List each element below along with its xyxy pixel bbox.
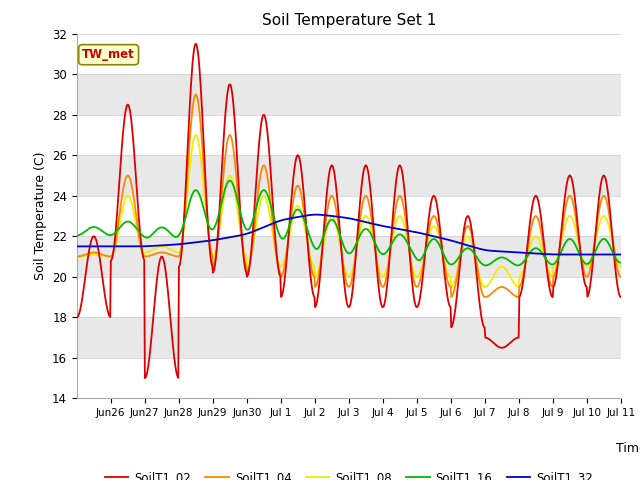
SoilT1_02 (543, 264, 550, 270)
Bar (77, 236, 621, 277)
X-axis label: Time: Time (616, 442, 640, 455)
SoilT1_16 (390, 238, 397, 243)
SoilT1_32 (390, 225, 397, 231)
SoilT1_02 (404, 234, 412, 240)
SoilT1_04 (192, 92, 200, 97)
Line: SoilT1_04: SoilT1_04 (77, 95, 621, 297)
SoilT1_08 (617, 264, 625, 270)
Line: SoilT1_02: SoilT1_02 (77, 44, 621, 378)
SoilT1_16 (226, 178, 234, 183)
Bar (77, 358, 621, 398)
Title: Soil Temperature Set 1: Soil Temperature Set 1 (262, 13, 436, 28)
Bar (77, 34, 621, 74)
SoilT1_08 (515, 284, 522, 290)
SoilT1_02 (487, 337, 495, 343)
SoilT1_08 (73, 253, 81, 259)
Legend: SoilT1_02, SoilT1_04, SoilT1_08, SoilT1_16, SoilT1_32: SoilT1_02, SoilT1_04, SoilT1_08, SoilT1_… (100, 466, 598, 480)
SoilT1_32 (73, 243, 81, 249)
SoilT1_16 (73, 233, 81, 239)
SoilT1_16 (487, 261, 495, 266)
SoilT1_04 (543, 263, 550, 269)
SoilT1_02 (192, 41, 200, 47)
SoilT1_02 (141, 375, 148, 381)
SoilT1_16 (420, 252, 428, 257)
Bar (77, 317, 621, 358)
SoilT1_16 (106, 232, 114, 238)
Bar (77, 277, 621, 317)
Line: SoilT1_16: SoilT1_16 (77, 180, 621, 265)
SoilT1_16 (617, 260, 625, 265)
Bar (77, 115, 621, 155)
SoilT1_04 (420, 257, 428, 263)
SoilT1_16 (404, 240, 412, 246)
SoilT1_32 (404, 228, 412, 233)
SoilT1_32 (106, 243, 114, 249)
SoilT1_32 (420, 231, 428, 237)
SoilT1_04 (515, 294, 522, 300)
SoilT1_08 (390, 232, 397, 238)
SoilT1_04 (404, 233, 412, 239)
SoilT1_32 (542, 251, 550, 257)
SoilT1_32 (617, 252, 625, 257)
Y-axis label: Soil Temperature (C): Soil Temperature (C) (33, 152, 47, 280)
Bar (77, 74, 621, 115)
SoilT1_02 (421, 254, 429, 260)
SoilT1_04 (106, 253, 114, 259)
SoilT1_08 (106, 253, 114, 259)
SoilT1_08 (543, 262, 550, 268)
SoilT1_08 (192, 132, 200, 138)
SoilT1_08 (404, 240, 412, 246)
SoilT1_02 (106, 314, 114, 320)
SoilT1_32 (312, 212, 320, 217)
SoilT1_04 (390, 221, 397, 227)
SoilT1_32 (572, 252, 579, 257)
SoilT1_08 (420, 254, 428, 260)
SoilT1_08 (486, 280, 494, 286)
SoilT1_04 (486, 292, 494, 298)
Line: SoilT1_08: SoilT1_08 (77, 135, 621, 287)
SoilT1_04 (617, 274, 625, 280)
SoilT1_02 (390, 199, 398, 204)
Bar (77, 155, 621, 196)
SoilT1_02 (73, 314, 81, 320)
Text: TW_met: TW_met (82, 48, 135, 61)
SoilT1_32 (486, 248, 494, 253)
Line: SoilT1_32: SoilT1_32 (77, 215, 621, 254)
SoilT1_16 (482, 263, 490, 268)
SoilT1_04 (73, 253, 81, 259)
Bar (77, 196, 621, 236)
SoilT1_02 (617, 294, 625, 300)
SoilT1_16 (543, 257, 550, 263)
